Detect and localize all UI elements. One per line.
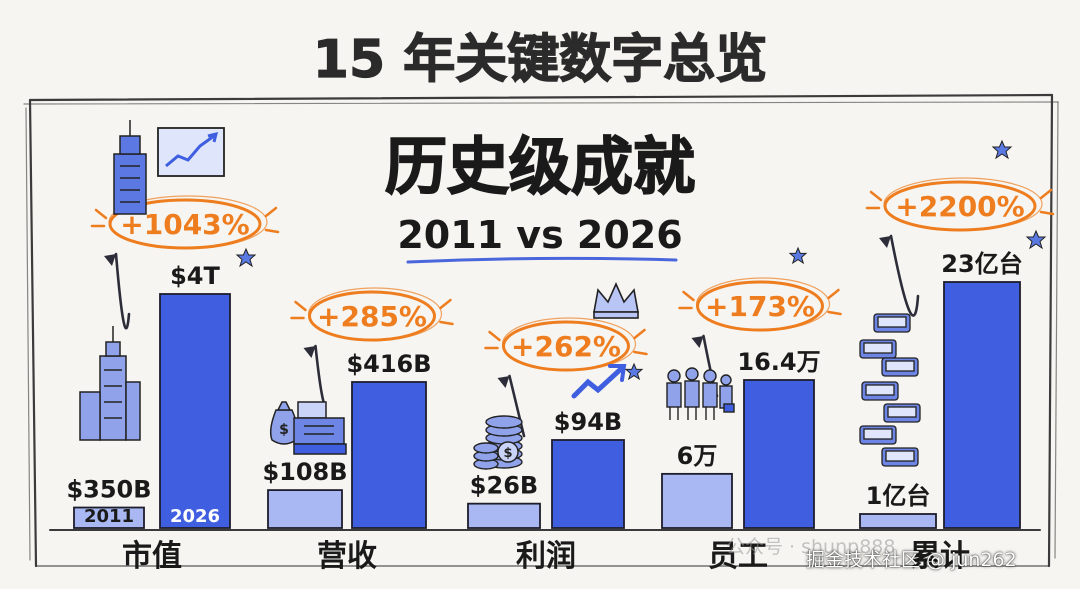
value-label-2026: $416B — [346, 350, 431, 378]
sparkle-stroke — [294, 300, 307, 312]
sparkle-stroke — [1039, 188, 1053, 200]
bar-2026 — [159, 293, 231, 529]
value-label-2011: 1亿台 — [866, 482, 931, 510]
bar-2011 — [859, 513, 937, 529]
growth-label: +2200% — [895, 190, 1024, 223]
growth-arrowhead — [879, 236, 891, 248]
sparkle-stroke — [264, 206, 278, 218]
star-icon — [235, 139, 1047, 381]
sparkle-stroke — [1039, 210, 1055, 216]
watermark-juejin: 掘金技术社区 @ jun262 — [806, 549, 1017, 571]
watermark-wechat: 公众号 · shunp888 — [726, 536, 896, 558]
value-label-2011: $350B — [66, 476, 151, 504]
bar-2011 — [267, 489, 343, 529]
value-label-2026: $94B — [554, 408, 622, 436]
crown-icon — [593, 282, 639, 319]
cash-register-icon — [293, 401, 347, 455]
growth-badge-sketch — [695, 277, 831, 331]
sparkle-stroke — [439, 320, 454, 326]
chart-subtitle: 2011 vs 2026 — [397, 213, 682, 257]
sparkle-stroke — [827, 288, 840, 300]
bar-2026 — [351, 381, 427, 529]
sparkle-stroke — [869, 190, 883, 202]
sparkle-stroke — [633, 328, 646, 340]
bar-2011 — [467, 502, 541, 529]
growth-badge-sketch — [883, 177, 1043, 231]
growth-arrowhead — [303, 346, 316, 358]
sketch-frame — [23, 93, 1059, 568]
sparkle-stroke — [633, 350, 648, 356]
category-label: 累计 — [910, 539, 970, 574]
value-label-2026: 16.4万 — [737, 348, 820, 376]
svg-text:$: $ — [503, 446, 512, 461]
growth-arrowhead — [691, 336, 704, 348]
bar-2026 — [743, 379, 815, 529]
growth-label: +285% — [317, 300, 427, 333]
growth-arrow — [508, 374, 526, 438]
category-label: 市值 — [122, 539, 182, 574]
people-group-icon — [666, 367, 735, 420]
bar-2011 — [661, 472, 733, 529]
growth-arrow — [114, 252, 131, 330]
value-label-2026: 23亿台 — [941, 250, 1022, 278]
year-label-2011: 2011 — [84, 506, 134, 527]
sparkle-stroke — [682, 290, 695, 302]
value-label-2011: $26B — [470, 472, 538, 500]
category-label: 利润 — [516, 539, 576, 574]
value-label-2026: $4T — [170, 262, 220, 290]
year-label-2026: 2026 — [170, 506, 220, 527]
growth-badge-sketch — [108, 195, 268, 249]
sparkle-stroke — [827, 310, 842, 316]
svg-text:$: $ — [279, 422, 289, 438]
chart-headline: 历史级成就 — [385, 130, 695, 203]
growth-arrowhead — [104, 254, 116, 266]
skyscraper-icon — [113, 120, 147, 215]
growth-arrowhead — [497, 376, 510, 388]
sparkle-stroke — [488, 330, 501, 342]
value-label-2011: 6万 — [677, 442, 718, 470]
main-title: 15 年关键数字总览 — [313, 30, 767, 90]
growth-label: +262% — [511, 330, 621, 363]
growth-label: +173% — [705, 290, 815, 323]
sparkle-stroke — [439, 298, 452, 310]
growth-arrow — [314, 344, 327, 408]
subtitle-underline — [406, 256, 678, 264]
category-label: 营收 — [317, 539, 377, 574]
stock-chart-icon — [157, 127, 225, 177]
value-label-2011: $108B — [262, 458, 347, 486]
phone-stack-icon — [859, 313, 921, 467]
sparkle-stroke — [94, 208, 108, 220]
skyscraper-icon — [79, 326, 141, 441]
bar-2026 — [943, 281, 1021, 529]
bar-2011 — [73, 506, 145, 529]
coin-stack-icon: $ — [473, 415, 523, 470]
sparkle-stroke — [264, 228, 280, 234]
growth-arrow — [889, 234, 920, 317]
bar-2026 — [551, 439, 625, 529]
category-label: 员工 — [708, 539, 768, 574]
growth-badge-sketch — [501, 317, 637, 371]
growth-badge-sketch — [307, 287, 443, 341]
trend-arrow-icon — [571, 364, 627, 399]
